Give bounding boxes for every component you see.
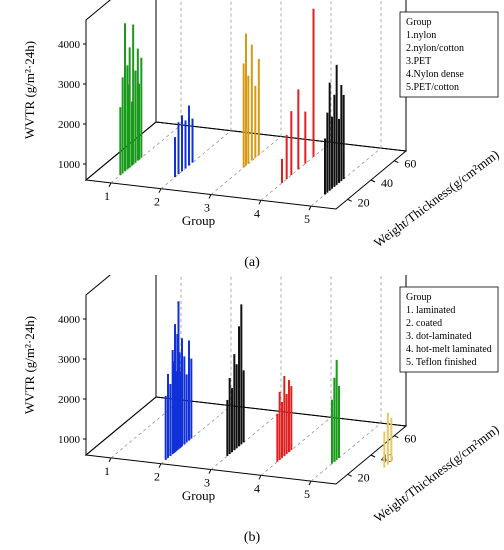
- x-tick: [158, 188, 162, 193]
- y-tick-label: 40: [381, 176, 393, 190]
- legend-title: Group: [406, 17, 432, 28]
- y-tick-label: 60: [404, 157, 416, 171]
- z-tick-label: 4000: [58, 39, 81, 51]
- x-tick-label: 1: [104, 189, 110, 203]
- z-tick-label: 4000: [58, 314, 81, 326]
- x-tick: [308, 205, 312, 211]
- grid-line: [260, 417, 332, 476]
- legend-title: Group: [406, 292, 432, 303]
- bar-marks: [119, 8, 345, 195]
- x-tick: [158, 463, 162, 468]
- y-tick-label: 60: [404, 432, 416, 446]
- chart-panel-a: 1000 2000 3000 4000 1 2 3 4 5 20 40 60 Group WVTR (g/…: [22, 0, 502, 270]
- z-axis-label: WVTR (g/m²·24h): [22, 316, 37, 414]
- x-tick-label: 5: [304, 212, 310, 226]
- x-tick-label: 4: [254, 481, 260, 495]
- legend-entry: 5.PET/cotton: [406, 82, 459, 93]
- legend-entry: 2.nylon/cotton: [406, 43, 464, 54]
- chart-frame: [84, 235, 408, 485]
- x-tick: [108, 182, 112, 188]
- legend-entry: 3.PET: [406, 56, 431, 67]
- z-tick-label: 3000: [58, 354, 81, 366]
- panel-a-caption: (a): [244, 255, 260, 270]
- chart-a-svg: 1000 2000 3000 4000 1 2 3 4 5 20 40 60 Group WVTR (g/…: [22, 0, 502, 251]
- legend-entry: 4.Nylon dense: [406, 69, 464, 80]
- y-tick-label: 20: [358, 470, 370, 484]
- y-tick: [347, 198, 352, 202]
- z-tick-label: 1000: [58, 159, 81, 171]
- z-tick-label: 2000: [58, 394, 81, 406]
- grid-line: [210, 411, 282, 470]
- z-tick-label: 1000: [58, 434, 81, 446]
- legend-entry: 5. Teflon finished: [406, 357, 477, 368]
- left-wall: [85, 235, 157, 457]
- x-tick-label: 3: [204, 201, 210, 215]
- x-tick: [258, 200, 262, 205]
- grid-line: [310, 147, 382, 207]
- panel-b-caption: (b): [243, 530, 261, 545]
- grid-lines: [110, 239, 382, 482]
- x-tick: [258, 475, 262, 480]
- x-tick-label: 4: [254, 206, 260, 220]
- legend-box: [399, 286, 499, 373]
- bar-marks: [164, 301, 393, 468]
- x-tick: [208, 469, 212, 474]
- y-tick: [370, 179, 376, 183]
- legend-box: [399, 11, 499, 98]
- x-axis-label: Group: [182, 488, 215, 503]
- z-axis-label: WVTR (g/m²·24h): [22, 41, 37, 139]
- grid-line: [260, 142, 332, 201]
- z-tick-label: 3000: [58, 79, 81, 91]
- x-tick: [208, 194, 212, 199]
- x-tick-label: 5: [304, 487, 310, 501]
- x-axis-label: Group: [182, 213, 215, 228]
- legend-entry: 2. coated: [406, 318, 442, 329]
- legend-entry: 3. dot-laminated: [406, 331, 472, 342]
- legend: Group 1.nylon 2.nylon/cotton 3.PET 4.Nylon d…: [399, 11, 499, 98]
- x-tick-label: 1: [104, 464, 110, 478]
- x-tick: [108, 457, 112, 463]
- y-tick: [370, 454, 376, 458]
- z-tick-label: 2000: [58, 119, 81, 131]
- legend-entry: 4. hot-melt laminated: [406, 344, 492, 355]
- y-tick: [347, 473, 352, 477]
- x-tick-label: 2: [154, 470, 160, 484]
- grid-line: [310, 422, 382, 482]
- x-tick: [308, 480, 312, 486]
- grid-line: [160, 405, 232, 464]
- grid-lines: [110, 0, 382, 207]
- grid-line: [160, 130, 232, 189]
- x-tick-label: 2: [154, 195, 160, 209]
- x-tick-label: 3: [204, 476, 210, 490]
- legend: Group 1. laminated 2. coated 3. dot-laminat…: [399, 286, 499, 373]
- y-tick-label: 20: [358, 195, 370, 209]
- y-tick: [394, 435, 399, 439]
- y-tick: [394, 160, 399, 164]
- legend-entry: 1.nylon: [406, 30, 436, 41]
- grid-line: [110, 124, 182, 184]
- legend-entry: 1. laminated: [406, 305, 455, 316]
- y-axis-label: Weight/Thickness(g/cm²mm): [371, 147, 502, 251]
